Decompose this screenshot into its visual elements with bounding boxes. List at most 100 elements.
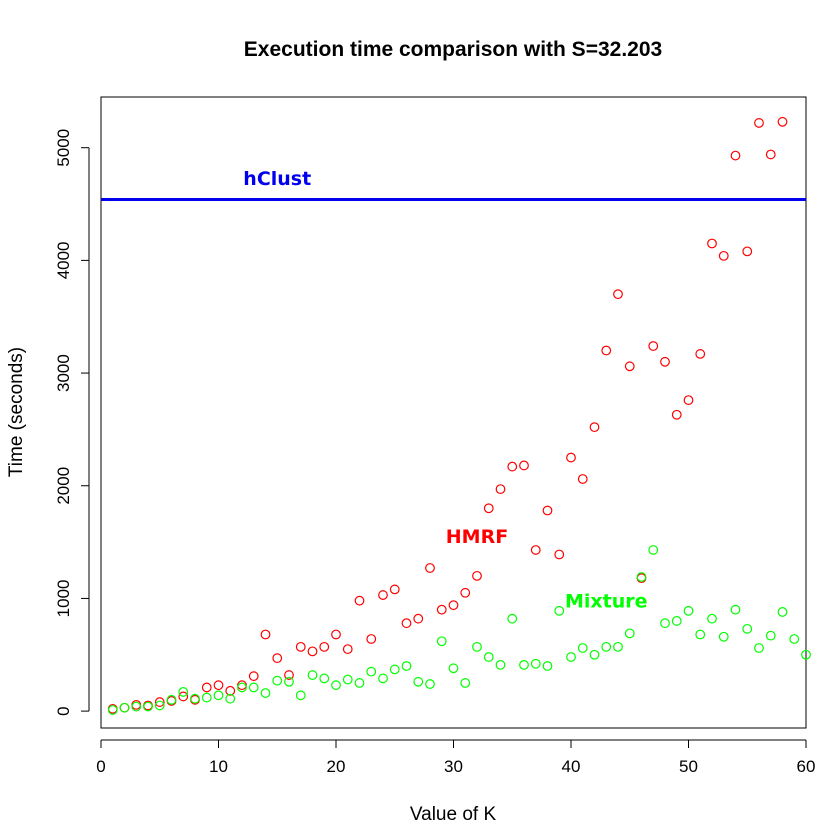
mixture-point (107, 705, 118, 715)
mixture-point (566, 652, 576, 662)
annotations: hClust HMRF Mixture (243, 168, 647, 613)
hmrf-point (577, 474, 588, 484)
mixture-point (131, 701, 142, 712)
hmrf-point (648, 341, 659, 351)
mixture-point (248, 682, 259, 693)
mixture-point (718, 631, 729, 642)
y-tick-label: 0 (54, 706, 73, 715)
hmrf-point (448, 600, 459, 611)
mixture-point (765, 630, 776, 641)
hmrf-point (331, 629, 341, 640)
y-axis: 0 1000 2000 3000 4000 5000 (54, 129, 90, 716)
hmrf-point (718, 250, 729, 261)
mixture-point (660, 618, 670, 629)
hmrf-point (272, 653, 283, 664)
y-axis-label: Time (seconds) (6, 347, 27, 477)
mixture-point (190, 693, 200, 704)
hmrf-point (248, 671, 259, 682)
mixture-point (448, 663, 459, 674)
mixture-point (237, 682, 247, 693)
mixture-point (507, 613, 518, 624)
hmrf-point (530, 545, 541, 555)
mixture-point (624, 628, 635, 639)
hmrf-point (413, 613, 424, 624)
y-tick-label: 2000 (54, 467, 73, 505)
mixture-point (589, 649, 600, 660)
mixture-point (601, 641, 612, 652)
mixture-point (577, 643, 588, 653)
mixture-point (378, 673, 388, 684)
hmrf-point (601, 345, 612, 356)
y-tick-label: 1000 (54, 580, 73, 618)
mixture-point (483, 652, 494, 662)
mixture-point (295, 690, 306, 701)
hmrf-point (319, 641, 330, 652)
hclust-annotation: hClust (243, 168, 311, 190)
mixture-point (530, 658, 541, 669)
x-tick-label: 50 (679, 757, 698, 776)
y-tick-label: 5000 (54, 129, 73, 167)
hmrf-point (342, 644, 353, 655)
mixture-point (671, 616, 682, 626)
hmrf-point (389, 584, 400, 595)
x-tick-label: 30 (444, 757, 463, 776)
hmrf-point (295, 641, 306, 652)
mixture-point (401, 661, 412, 671)
y-tick-label: 3000 (54, 354, 73, 392)
mixture-point (754, 643, 764, 653)
mixture-point (519, 660, 529, 670)
mixture-point (648, 545, 659, 555)
mixture-series (107, 545, 811, 715)
mixture-point (143, 701, 153, 712)
mixture-point (272, 675, 283, 686)
mixture-point (307, 670, 318, 680)
mixture-point (201, 692, 212, 703)
hmrf-point (284, 670, 294, 680)
mixture-point (213, 690, 224, 701)
hmrf-point (730, 150, 741, 161)
mixture-point (342, 674, 353, 685)
mixture-point (436, 636, 447, 647)
hmrf-point (378, 590, 388, 600)
x-tick-label: 60 (797, 757, 816, 776)
x-axis-label: Value of K (410, 804, 497, 825)
hmrf-point (154, 697, 165, 707)
hmrf-point (707, 238, 717, 249)
mixture-point (613, 641, 623, 652)
x-tick-label: 40 (562, 757, 581, 776)
hmrf-point (589, 422, 600, 433)
mixture-point (331, 680, 341, 691)
hmrf-point (777, 116, 788, 127)
mixture-point (389, 664, 400, 675)
mixture-point (801, 649, 811, 660)
hmrf-point (495, 484, 506, 495)
mixture-annotation: Mixture (565, 590, 648, 612)
hmrf-point (683, 395, 694, 406)
hmrf-point (542, 505, 553, 516)
mixture-point (319, 673, 330, 684)
hmrf-point (260, 629, 271, 640)
hmrf-point (425, 563, 435, 573)
mixture-point (460, 678, 471, 688)
hmrf-point (401, 618, 412, 629)
mixture-point (284, 676, 294, 687)
hmrf-point (613, 289, 623, 300)
hmrf-point (742, 246, 753, 257)
hmrf-point (178, 691, 189, 702)
hmrf-point (660, 356, 670, 367)
mixture-point (542, 661, 553, 671)
hmrf-point (213, 680, 224, 691)
plot-frame (100, 96, 807, 729)
mixture-point (695, 629, 706, 640)
mixture-point (413, 676, 424, 687)
mixture-point (683, 605, 694, 616)
mixture-point (472, 641, 482, 652)
mixture-point (707, 613, 717, 624)
mixture-point (730, 604, 741, 615)
y-tick-label: 4000 (54, 241, 73, 279)
hmrf-point (307, 646, 318, 657)
mixture-point (789, 634, 800, 644)
mixture-point (178, 687, 189, 697)
hmrf-point (201, 682, 212, 693)
